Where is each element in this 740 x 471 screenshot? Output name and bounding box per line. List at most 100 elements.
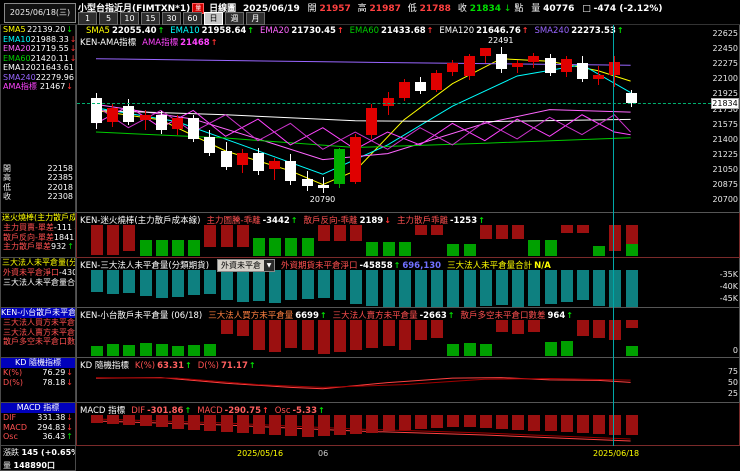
sidebar-indicator-row: 主力散戶單差 932↑ bbox=[1, 242, 75, 252]
trend-arrow-icon: ↑ bbox=[185, 361, 192, 370]
timeframe-button-5[interactable]: 5 bbox=[99, 12, 118, 25]
sidebar-section-header[interactable]: KEN-小台散戶未平倉量 bbox=[1, 308, 75, 318]
histogram-bar bbox=[447, 344, 460, 356]
candle bbox=[528, 56, 540, 63]
timeframe-button-10[interactable]: 10 bbox=[120, 12, 139, 25]
stat-label: EMA20 bbox=[259, 26, 290, 36]
timeframe-button-1[interactable]: 1 bbox=[78, 12, 97, 25]
histogram-bar bbox=[317, 320, 330, 354]
histogram-bar bbox=[463, 270, 476, 307]
timeframe-button-月[interactable]: 月 bbox=[246, 12, 265, 25]
timeframe-button-日[interactable]: 日 bbox=[204, 12, 223, 25]
sidebar-section-header[interactable]: 三大法人未平倉量(分類期 bbox=[2, 258, 75, 267]
histogram-bar bbox=[496, 320, 508, 332]
timeframe-button-60[interactable]: 60 bbox=[183, 12, 202, 25]
histogram-bar bbox=[398, 242, 411, 256]
stat-label: Osc bbox=[274, 406, 291, 416]
chevron-down-icon[interactable]: ▼ bbox=[264, 260, 275, 271]
sidebar-indicator-row: 三大法人買方未平倉量 bbox=[1, 318, 75, 328]
retail-oi-title-row: KEN-小台散戶未平倉量 (06/18) 三大法人買方未平倉量 6699↑ 三大法人賣… bbox=[80, 309, 573, 321]
sidebar-row-value: 21988.33↓ bbox=[30, 34, 76, 44]
sidebar-row-label: 散戶多空未平倉口數差 bbox=[3, 337, 76, 346]
histogram-bar bbox=[350, 225, 363, 241]
trend-arrow-icon: ↓ bbox=[75, 63, 76, 72]
sidebar-ma-row: AMA指標 21467↓ bbox=[1, 82, 75, 92]
top-bar: 2025/06/18(三) 小型台指近月(FIMTXN*1) 量 日線圖 2025… bbox=[0, 0, 740, 25]
sidebar-section-header[interactable]: MACD 指標 bbox=[1, 403, 75, 413]
instrument-title-row: 小型台指近月(FIMTXN*1) 量 日線圖 2025/06/19 開 21957… bbox=[78, 1, 663, 14]
stat-label: 散戶反向-乖離 bbox=[303, 216, 358, 226]
stat-value: 22273.53↑ bbox=[571, 26, 624, 36]
trend-arrow-icon: ↓ bbox=[69, 53, 76, 63]
candle bbox=[155, 114, 167, 131]
candle bbox=[269, 161, 281, 170]
histogram-bar bbox=[301, 238, 314, 256]
trend-arrow-icon: ↓ bbox=[69, 34, 76, 44]
sidebar-row-label: SMA240 bbox=[3, 72, 36, 82]
histogram-bar bbox=[91, 346, 103, 356]
histogram-bar bbox=[479, 344, 492, 356]
change-value: -474 (-2.12%) bbox=[593, 4, 663, 14]
histogram-bar bbox=[301, 270, 314, 299]
stat-value: -2663↑ bbox=[419, 311, 455, 321]
sidebar-row-label: 低 bbox=[3, 182, 11, 192]
content-area: SMA5 22139.20↓ EMA10 21988.33↓ EMA20 21719.55… bbox=[0, 25, 740, 471]
histogram-bar bbox=[334, 415, 346, 435]
timeframe-button-週[interactable]: 週 bbox=[225, 12, 244, 25]
trend-arrow-icon: ↓ bbox=[66, 422, 73, 432]
histogram-bar bbox=[496, 270, 508, 305]
sidebar-row-label: 收 bbox=[3, 192, 11, 201]
histogram-bar bbox=[334, 225, 346, 241]
candle bbox=[139, 114, 151, 120]
histogram-bar bbox=[496, 225, 508, 239]
change-prefix-icon: □ bbox=[582, 4, 591, 14]
histogram-bar bbox=[544, 270, 557, 304]
histogram-bar bbox=[463, 415, 476, 427]
cost-bias-title-row: KEN-迷火燒棒(主力散戶成本線) 主力圖騰-乖離 -3442↑ 散戶反向-乖離 218… bbox=[80, 214, 485, 226]
histogram-bar bbox=[625, 244, 638, 256]
crosshair-vline[interactable] bbox=[613, 25, 615, 446]
candle bbox=[496, 54, 507, 70]
histogram-bar bbox=[269, 270, 282, 303]
candle bbox=[334, 149, 345, 184]
histogram-bar bbox=[528, 240, 541, 256]
oi-source-dropdown[interactable]: 外資未平倉 ▼ bbox=[217, 259, 276, 272]
histogram-bar bbox=[382, 415, 395, 431]
candlestick-plot: 22491 20790 bbox=[77, 25, 739, 212]
stat-label: EMA60 bbox=[349, 26, 380, 36]
sidebar-indicator-row: Osc 36.43↑ bbox=[1, 432, 75, 442]
sidebar-ohlc-row: 高 22385 bbox=[1, 173, 75, 183]
histogram-bar bbox=[285, 270, 298, 300]
volume-value: 40776 bbox=[543, 4, 575, 14]
sidebar-row-label: 主力買賣-單差 bbox=[3, 223, 54, 232]
stat-value: 21730.45↑ bbox=[291, 26, 344, 36]
sidebar-section-header[interactable]: KD 隨機指標 bbox=[1, 358, 75, 368]
candle bbox=[593, 74, 605, 79]
histogram-bar bbox=[593, 270, 606, 306]
axis-tick-label: 0 bbox=[732, 346, 738, 355]
candle bbox=[447, 63, 459, 72]
histogram-bar bbox=[139, 415, 152, 426]
kd-panel: KD 隨機指標 K(%) 63.31↑ D(%) 71.17↑ 75 50 25 bbox=[76, 358, 740, 403]
sidebar-row-value: 76.29↓ bbox=[42, 368, 73, 377]
candle bbox=[123, 106, 135, 122]
histogram-bar bbox=[204, 344, 217, 356]
histogram-bar bbox=[107, 415, 120, 424]
timeframe-button-15[interactable]: 15 bbox=[141, 12, 160, 25]
candle bbox=[220, 150, 232, 167]
histogram-bar bbox=[91, 415, 103, 423]
axis-tick-label: -40K bbox=[719, 282, 738, 291]
histogram-bar bbox=[609, 415, 622, 435]
histogram-bar bbox=[398, 415, 411, 430]
panel-title: MACD 指標 bbox=[80, 406, 126, 416]
timeframe-button-30[interactable]: 30 bbox=[162, 12, 181, 25]
sidebar-section-header[interactable]: 迷火燒棒(主力散戶成本線 bbox=[2, 213, 75, 222]
sidebar-row-label: 散戶反向-單差 bbox=[3, 232, 54, 242]
stat-label: D(%) bbox=[197, 361, 219, 371]
stat-label: 主力散戶乖離 bbox=[396, 216, 448, 226]
stat-label: DIF bbox=[131, 406, 146, 416]
stat-value: 964↑ bbox=[547, 311, 573, 321]
sidebar-row-label: 外資未平倉淨口 bbox=[3, 268, 59, 277]
chart-type-label: 日線圖 bbox=[209, 4, 237, 14]
